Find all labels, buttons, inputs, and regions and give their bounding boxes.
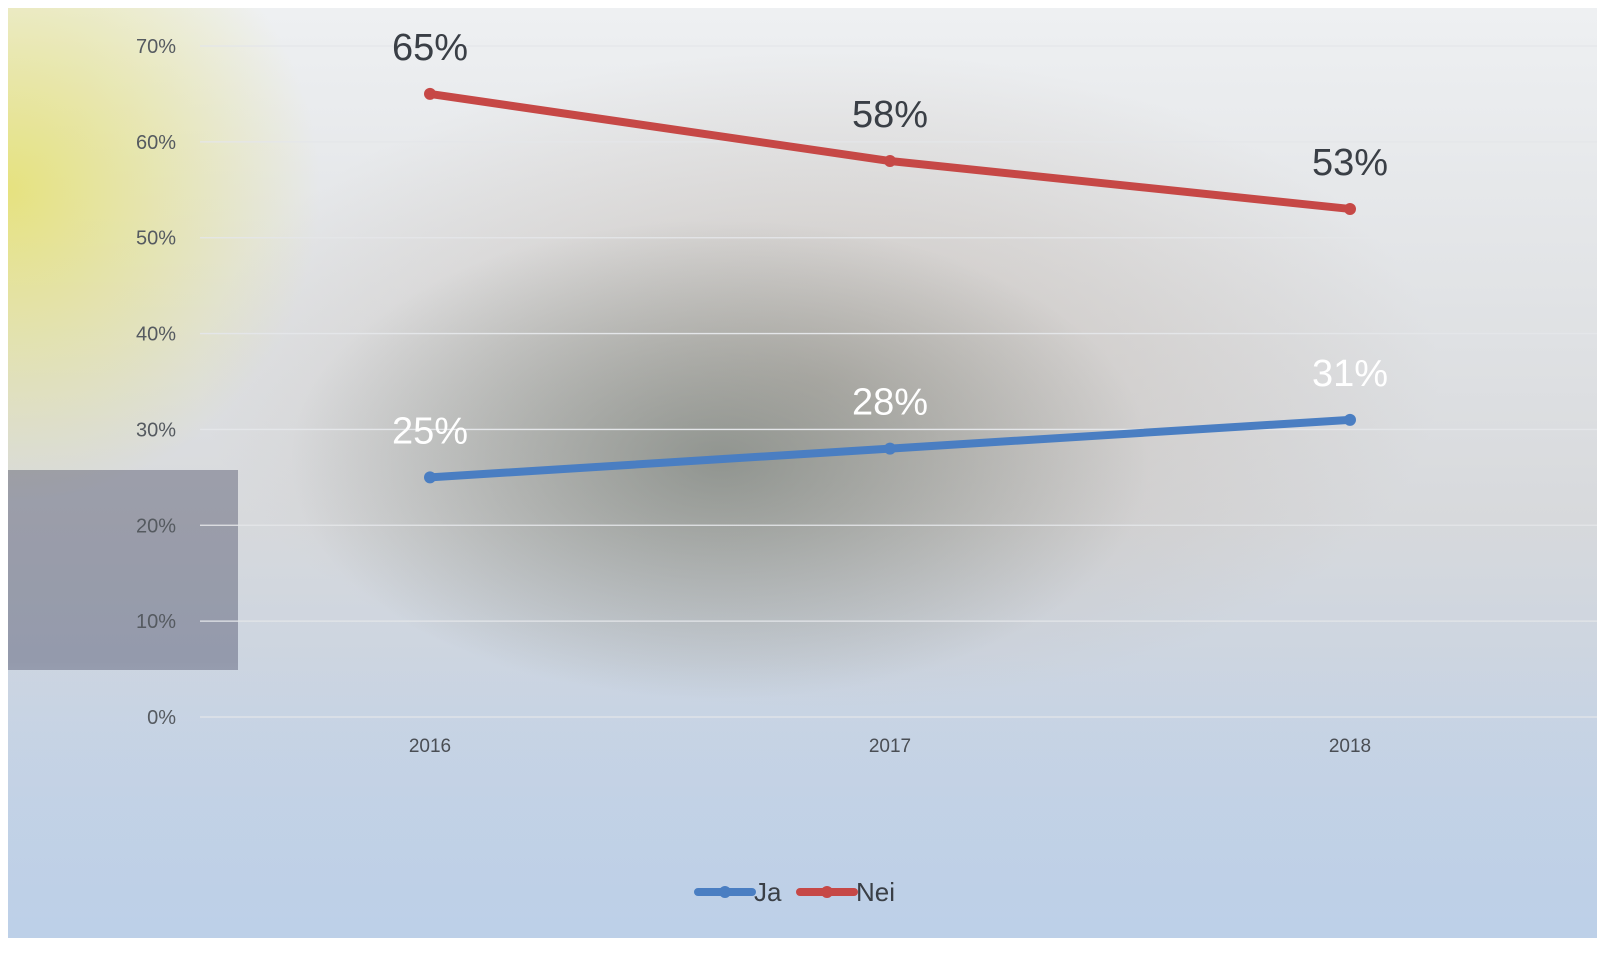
x-tick-label: 2016 (409, 736, 451, 757)
legend: Ja Nei (694, 877, 895, 907)
data-label-ja: 28% (852, 382, 928, 424)
data-label-ja: 31% (1312, 353, 1388, 395)
legend-marker-ja (719, 886, 731, 898)
data-label-nei: 58% (852, 94, 928, 136)
data-point-nei (884, 155, 896, 168)
data-labels: 25% 28% 31% 65% 58% 53% (392, 27, 1388, 452)
series-lines (424, 87, 1356, 484)
data-label-ja: 25% (392, 410, 468, 452)
y-tick-label: 20% (136, 515, 176, 537)
data-point-nei (1344, 202, 1356, 215)
data-point-ja (1344, 413, 1356, 426)
y-tick-label: 30% (136, 419, 176, 441)
data-label-nei: 65% (392, 27, 468, 69)
y-axis: 0% 10% 20% 30% 40% 50% 60% 70% (136, 36, 176, 729)
x-tick-label: 2018 (1329, 736, 1371, 757)
y-tick-label: 10% (136, 611, 176, 633)
y-tick-label: 60% (136, 132, 176, 154)
data-label-nei: 53% (1312, 142, 1388, 184)
gridlines (200, 45, 1597, 718)
y-tick-label: 70% (136, 36, 176, 58)
y-tick-label: 40% (136, 324, 176, 346)
y-tick-label: 50% (136, 228, 176, 250)
legend-label-ja: Ja (754, 877, 782, 907)
legend-label-nei: Nei (856, 877, 895, 907)
data-point-ja (884, 442, 896, 455)
data-point-nei (424, 87, 436, 100)
data-point-ja (424, 471, 436, 484)
x-axis: 2016 2017 2018 (409, 736, 1371, 757)
x-tick-label: 2017 (869, 736, 911, 757)
legend-marker-nei (821, 886, 833, 898)
y-tick-label: 0% (147, 707, 176, 729)
